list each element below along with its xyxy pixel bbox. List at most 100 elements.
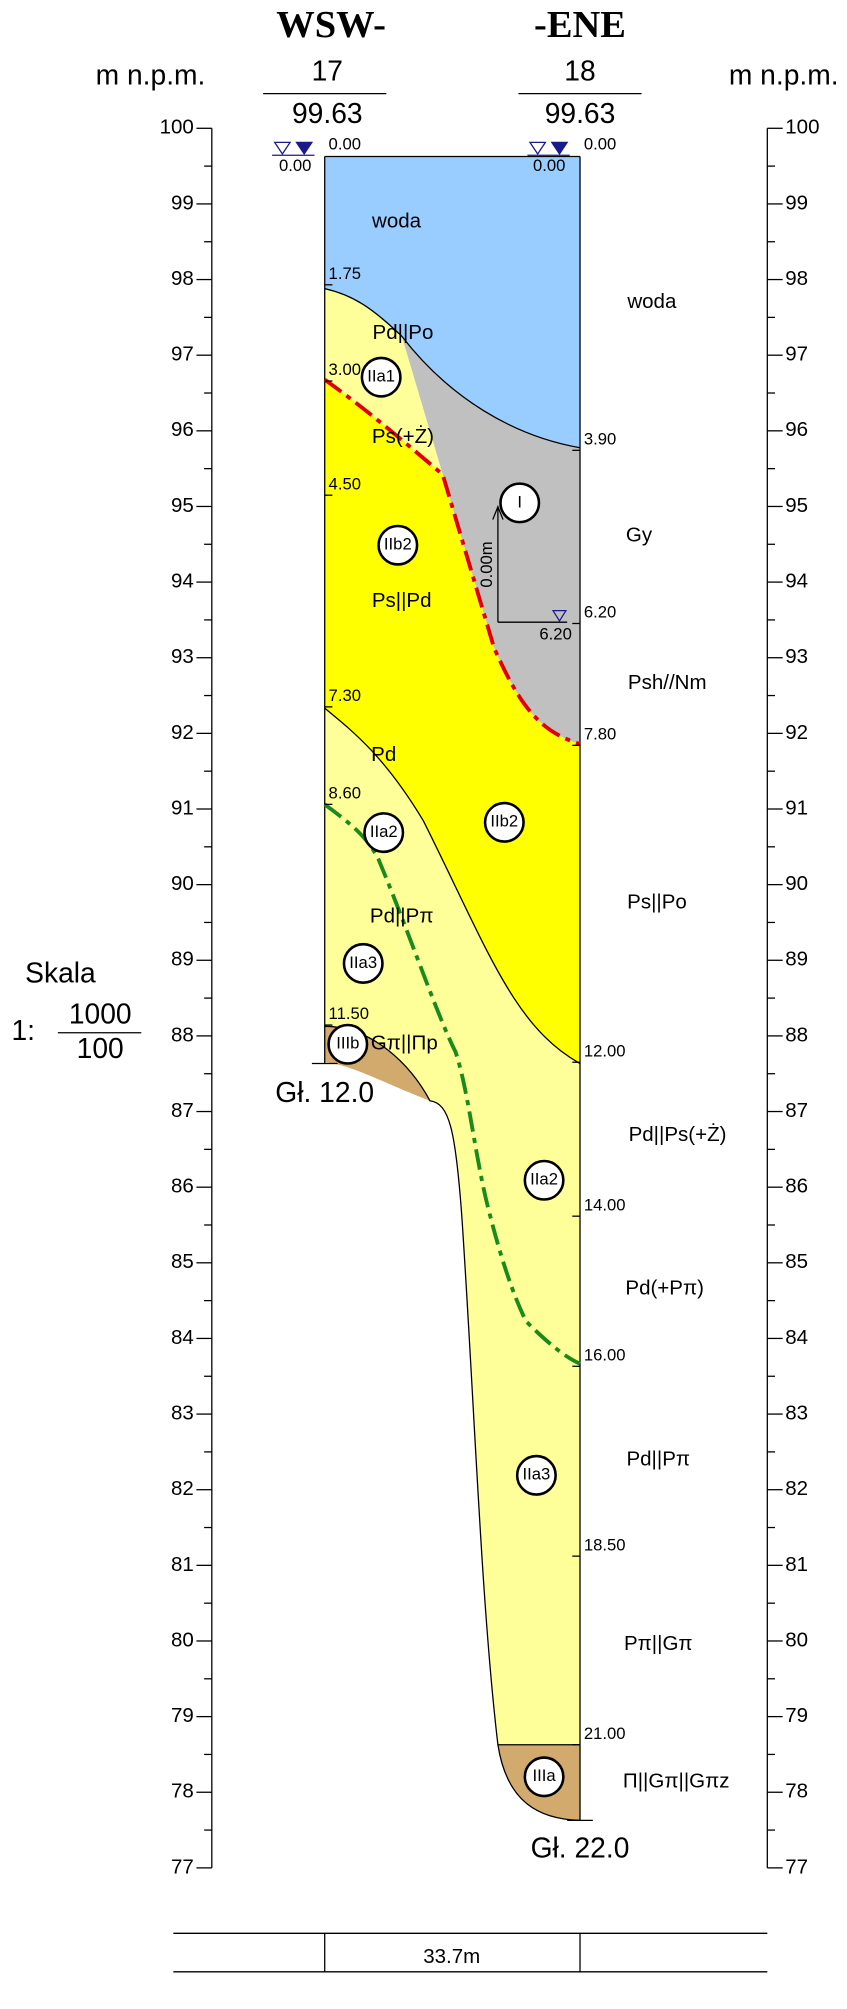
tick-label: 92 [785, 721, 808, 744]
tick-label: 95 [171, 494, 194, 517]
tick-label: 97 [171, 343, 194, 366]
final-depth: Gł. 12.0 [275, 1076, 374, 1108]
tick-label: 81 [785, 1553, 808, 1576]
unit-left: m n.p.m. [96, 58, 206, 90]
top-depth: 0.00 [584, 134, 616, 153]
layer-label: Pd [371, 743, 396, 766]
depth-label: 18.50 [584, 1535, 626, 1554]
tick-label: 97 [785, 343, 808, 366]
tick-label: 89 [171, 948, 194, 971]
unit-label: IIa1 [367, 367, 395, 386]
depth-label: 3.00 [329, 360, 361, 379]
tick-label: 100 [160, 116, 194, 139]
layer-label: Π||Gπ||Gπz [623, 1769, 730, 1792]
water-symbol [552, 142, 567, 154]
tick-label: 96 [171, 418, 194, 441]
water-level: 0.00 [279, 156, 311, 175]
water-symbol [530, 142, 545, 154]
tick-label: 84 [785, 1326, 808, 1349]
tick-label: 93 [785, 645, 808, 668]
tick-label: 99 [785, 191, 808, 214]
borehole-name: 17 [312, 55, 343, 87]
layer-label: Pd||Pπ [370, 905, 434, 928]
tick-label: 92 [171, 721, 194, 744]
layer-label: Pπ||Gπ [624, 1632, 693, 1655]
depth-label: 1.75 [329, 264, 361, 283]
layer-label: Psh//Nm [628, 671, 707, 694]
tick-label: 87 [171, 1099, 194, 1122]
tick-label: 89 [785, 948, 808, 971]
scale-title: Skala [25, 956, 96, 988]
depth-label: 3.90 [584, 429, 616, 448]
tick-label: 91 [171, 796, 194, 819]
tick-label: 99 [171, 191, 194, 214]
tick-label: 98 [785, 267, 808, 290]
depth-label: 14.00 [584, 1195, 626, 1214]
tick-label: 90 [171, 872, 194, 895]
marker-depth: 6.20 [539, 624, 571, 643]
tick-label: 79 [785, 1704, 808, 1727]
tick-label: 83 [171, 1401, 194, 1424]
tick-label: 80 [785, 1628, 808, 1651]
layer-label: Gy [626, 524, 653, 547]
unit-label: IIa2 [370, 822, 398, 841]
direction-right: -ENE [534, 4, 626, 46]
scale-vertical: 100 [77, 1032, 124, 1064]
scale-prefix: 1: [11, 1014, 35, 1046]
tick-label: 83 [785, 1401, 808, 1424]
depth-label: 11.50 [329, 1004, 369, 1023]
tick-label: 78 [171, 1780, 194, 1803]
tick-label: 96 [785, 418, 808, 441]
unit-label: IIb2 [490, 812, 518, 831]
depth-label: 4.50 [329, 474, 361, 493]
depth-label: 16.00 [584, 1345, 626, 1364]
layer-label: Pd(+Pπ) [625, 1277, 704, 1300]
depth-label: 7.30 [329, 686, 361, 705]
tick-label: 88 [785, 1023, 808, 1046]
tick-label: 85 [785, 1250, 808, 1273]
tick-label: 94 [171, 570, 194, 593]
layer-label: Gπ||Πp [371, 1032, 438, 1055]
tick-label: 100 [785, 116, 819, 139]
final-depth: Gł. 22.0 [531, 1831, 630, 1863]
tick-label: 88 [171, 1023, 194, 1046]
layer-label: Pd||Ps(+Ż) [629, 1123, 727, 1146]
layer-label: Ps(+Ż) [372, 425, 434, 448]
layer-label: Ps||Po [627, 891, 687, 914]
depth-label: 21.00 [584, 1724, 626, 1743]
tick-label: 95 [785, 494, 808, 517]
borehole-elevation: 99.63 [292, 97, 363, 129]
unit-right: m n.p.m. [729, 58, 839, 90]
layer-label: woda [371, 209, 422, 232]
depth-label: 12.00 [584, 1041, 626, 1060]
tick-label: 90 [785, 872, 808, 895]
depth-label: 7.80 [584, 725, 616, 744]
tick-label: 98 [171, 267, 194, 290]
layer-label: Pd||Pπ [626, 1447, 690, 1470]
tick-label: 87 [785, 1099, 808, 1122]
unit-label: IIIb [336, 1034, 359, 1053]
layer-label: woda [626, 290, 677, 313]
unit-label: IIa3 [522, 1465, 550, 1484]
cross-section: 0.00m 6.20 WSW- -ENE m n.p.m. m n.p.m. 1… [0, 0, 847, 2009]
water-level: 0.00 [533, 156, 565, 175]
tick-label: 82 [171, 1477, 194, 1500]
unit-label: IIIa [533, 1766, 557, 1785]
tick-label: 94 [785, 570, 808, 593]
unit-label: IIa3 [349, 953, 377, 972]
water-symbol [275, 142, 290, 154]
tick-label: 93 [171, 645, 194, 668]
tick-label: 78 [785, 1780, 808, 1803]
tick-label: 84 [171, 1326, 194, 1349]
tick-label: 80 [171, 1628, 194, 1651]
layer-label: Pd||Po [373, 321, 434, 344]
tick-label: 86 [171, 1175, 194, 1198]
layer-label: Ps||Pd [372, 589, 432, 612]
top-depth: 0.00 [329, 134, 361, 153]
unit-label: IIb2 [384, 535, 412, 554]
marker-label: 0.00m [477, 541, 496, 587]
direction-left: WSW- [276, 4, 386, 46]
tick-label: 86 [785, 1175, 808, 1198]
depth-label: 8.60 [329, 784, 361, 803]
borehole-elevation: 99.63 [545, 97, 616, 129]
